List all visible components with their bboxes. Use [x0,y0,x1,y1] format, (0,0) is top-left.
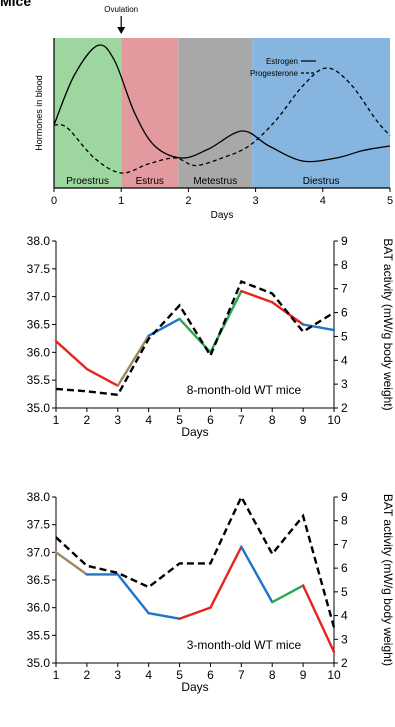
right-tick-label: 5 [341,585,348,599]
header-fragment: Mice [0,0,31,9]
x-tick-label: 4 [145,668,152,682]
right-tick-label: 7 [341,537,348,551]
temperature-segment [301,584,336,654]
right-tick-label: 4 [341,353,348,367]
right-tick-label: 6 [341,306,348,320]
left-tick-label: 37.5 [27,518,51,532]
left-tick-label: 36.0 [27,345,51,359]
right-tick-label: 4 [341,609,348,623]
left-tick-label: 36.5 [27,318,51,332]
right-tick-label: 5 [341,329,348,343]
x-tick-label: 1 [53,668,60,682]
bat-3-month-chart: 35.0 35.5 36.0 36.5 37.0 37.5 38.0 2 3 4 5 6 7 8 9 1 2 3 4… [27,490,395,694]
left-tick-label: 35.0 [27,401,51,415]
bat-8-month-chart: 35.0 35.5 36.0 36.5 37.0 37.5 38.0 2 3 4 5 6 7 8 9 1 2 3 4… [27,234,395,439]
phase-band-metestrus [178,38,253,188]
phase-band-proestrus [54,38,122,188]
right-tick-label: 8 [341,258,348,272]
x-tick-label: 1 [53,413,60,427]
temperature-segment [147,612,181,620]
x-tick-label: 2 [185,195,191,207]
legend-label-estrogen: Estrogen [266,57,298,66]
x-axis-label: Days [181,425,208,439]
x-tick-label: 4 [320,195,326,207]
x-tick-label: 9 [300,413,307,427]
right-tick-label: 8 [341,514,348,528]
x-tick-label: 4 [145,413,152,427]
temperature-segment [209,545,243,609]
hormone-cycle-chart: Proestrus Estrus Metestrus Diestrus 0 1 2 3 4 5 Da… [34,5,393,221]
left-tick-label: 36.0 [27,601,51,615]
right-tick-label: 9 [341,490,348,504]
bat-activity-line [55,494,336,628]
x-tick-label: 3 [253,195,259,207]
x-tick-label: 3 [114,413,121,427]
temperature-segment [240,545,274,604]
x-tick-label: 6 [207,413,214,427]
x-tick-label: 5 [176,413,183,427]
right-tick-label: 3 [341,377,348,391]
left-tick-label: 38.0 [27,234,51,248]
temperature-segment [116,334,150,387]
phase-label-proestrus: Proestrus [66,176,109,187]
panel-annotation: 8-month-old WT mice [187,383,302,397]
series-line-estrogen [53,44,391,163]
bat-activity-line [55,280,335,397]
x-axis-label: Days [211,210,234,221]
x-tick-label: 3 [114,668,121,682]
left-tick-label: 35.5 [27,628,51,642]
temperature-segment [116,573,150,615]
x-axis-label: Days [181,680,208,694]
ovulation-label: Ovulation [104,5,138,14]
panel-annotation: 3-month-old WT mice [187,638,302,652]
left-tick-label: 36.5 [27,573,51,587]
x-tick-label: 9 [300,668,307,682]
left-tick-label: 35.5 [27,373,51,387]
right-tick-label: 7 [341,282,348,296]
right-axis-label: BAT activity (mW/g body weight) [381,494,395,666]
temperature-segment [54,551,89,576]
right-axis-label: BAT activity (mW/g body weight) [381,238,395,410]
x-tick-label: 0 [51,195,57,207]
x-tick-label: 10 [327,413,341,427]
y-axis-label: Hormones in blood [34,75,44,151]
x-tick-label: 8 [269,413,276,427]
phase-label-estrus: Estrus [136,176,164,187]
x-tick-label: 8 [269,668,276,682]
phase-label-diestrus: Diestrus [303,176,340,187]
temperature-segment [54,340,89,371]
left-tick-label: 37.0 [27,290,51,304]
left-tick-label: 37.5 [27,262,51,276]
left-tick-label: 38.0 [27,490,51,504]
right-tick-label: 6 [341,561,348,575]
temperature-segment [301,323,336,332]
temperature-segment [178,606,212,620]
x-tick-label: 2 [84,668,91,682]
right-tick-label: 9 [341,234,348,248]
x-tick-label: 7 [238,413,245,427]
legend-label-progesterone: Progesterone [250,69,299,78]
phase-band-diestrus [252,38,390,188]
x-tick-label: 1 [118,195,124,207]
left-tick-label: 37.0 [27,545,51,559]
phase-band-estrus [121,38,179,188]
x-tick-label: 5 [176,668,183,682]
x-tick-label: 10 [327,668,341,682]
temperature-segment [240,289,274,304]
temperature-segment [85,367,119,387]
phase-label-metestrus: Metestrus [193,176,237,187]
right-tick-label: 3 [341,632,348,646]
right-tick-label: 2 [341,656,348,670]
left-tick-label: 35.0 [27,656,51,670]
ovulation-arrow-head [117,27,126,34]
x-tick-label: 7 [238,668,245,682]
right-tick-label: 2 [341,401,348,415]
temperature-segment [271,584,305,604]
series-line-progesterone [53,67,391,174]
x-tick-label: 5 [387,195,393,207]
x-tick-label: 2 [84,413,91,427]
x-tick-label: 6 [207,668,214,682]
